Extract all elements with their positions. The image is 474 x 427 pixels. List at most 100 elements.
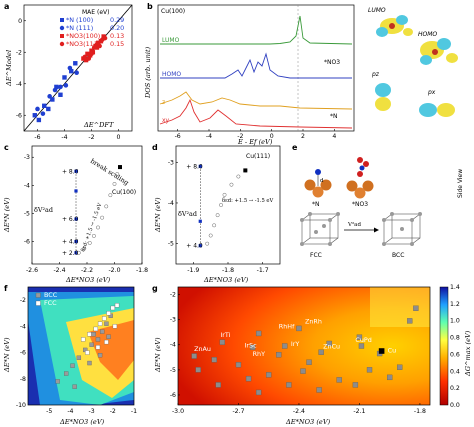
panel-a-xtick-label: -6 (34, 134, 40, 141)
panel-f-point (70, 363, 75, 368)
panel-f-point (104, 321, 109, 326)
panel-f-point (80, 337, 86, 342)
panel-f-point (112, 324, 118, 329)
panel-d-vertical-point (198, 164, 202, 168)
panel-b-xtick-label: -6 (175, 133, 181, 140)
panel-a-point (42, 103, 47, 108)
panel-a-ytick-label: -2 (16, 49, 22, 56)
panel-b-title: Cu(100) (161, 8, 185, 15)
panel-c-scaling-point (112, 181, 117, 186)
panel-c-scaling-point (104, 204, 109, 209)
panel-a-point (46, 106, 51, 112)
panel-a-diagonal (23, 4, 133, 132)
panel-f-point (93, 326, 98, 332)
panel-c-scaling-point (76, 250, 81, 255)
panel-a-point (36, 117, 42, 123)
panel-d-markers: + 8.0 + 4.0 (186, 163, 203, 249)
panel-g-point (296, 325, 302, 332)
panel-g-frame (177, 286, 431, 406)
homo-curve-label: HOMO (162, 71, 181, 78)
panel-d-surface-label: Cu(111) (246, 153, 270, 160)
panel-d-marker-label: + 4.0 (186, 243, 203, 250)
z-curve (159, 91, 353, 110)
panel-c-xtick-label: -2.6 (26, 267, 38, 274)
fcc-label: FCC (310, 252, 322, 259)
panel-c-markers: + 8.0 + 6.0 + 4.0 + 2.0 (62, 168, 79, 256)
panel-a-point (74, 70, 79, 76)
lumo-curve (160, 15, 353, 45)
panel-g-point (413, 305, 419, 311)
panel-g-ytick-label: -3 (170, 317, 176, 324)
bcc-lattice-image (382, 212, 422, 246)
panel-c-vertical-point (74, 239, 78, 244)
panel-f-ytick-label: -6 (20, 350, 26, 357)
panel-c-yticks: -6 -5 -4 -3 (24, 154, 34, 246)
panel-g-point (397, 364, 403, 370)
panel-g-cu-point (378, 348, 385, 354)
px-orbital-label: px (427, 89, 436, 96)
panel-g-xtick-label: -2.4 (293, 408, 305, 415)
panel-c-ytick-label: -4 (24, 182, 30, 189)
panel-c-xtick-label: -2.0 (108, 267, 120, 274)
panel-a-legend-marker (59, 41, 65, 47)
panel-a-point (40, 111, 46, 116)
panel-f-xtick-label: -3 (89, 408, 95, 415)
panel-a-xticks: -6 -4 -2 0 (34, 129, 121, 141)
panel-a-legend-label: *NO3(100) (66, 32, 100, 40)
panel-c-ytick-label: -3 (24, 154, 30, 161)
panel-f-xtick-label: -2 (110, 408, 116, 415)
panel-c-points (74, 165, 122, 255)
panel-a-legend-label: *N (100) (66, 16, 93, 24)
panel-a-ytick-label: -6 (16, 112, 22, 119)
panel-label-f: f (4, 284, 8, 293)
panel-d-xtick-label: -1.9 (187, 267, 199, 274)
colorbar-tick-label: 1.4 (450, 284, 460, 291)
panel-c-vertical-point (74, 189, 78, 193)
panel-g-xlabel: ΔE*NO3 (eV) (285, 418, 331, 426)
pz-orbital-label: pz (371, 71, 380, 78)
panel-g-xtick-label: -2.1 (353, 408, 365, 415)
panel-g-point (191, 353, 197, 359)
fcc-lattice-image (300, 212, 340, 246)
orbital-pictures: LUMO HOMO pz px (368, 7, 458, 117)
panel-a-legend-label: *NO3(111) (66, 40, 100, 48)
panel-d-xtick-label: -1.7 (257, 267, 269, 274)
homo-curve (160, 52, 352, 79)
panel-g-point (316, 387, 322, 393)
panel-g-point (326, 340, 332, 347)
panel-g-point (195, 367, 201, 373)
n-d-label: d (320, 178, 324, 184)
panel-a-point (69, 68, 74, 74)
panel-b-ylabel: DOS (arb. unit) (144, 46, 152, 99)
panel-g-alloy-label: IrSc (245, 341, 258, 349)
panel-f-point (114, 303, 120, 308)
panel-a-xtick-label: -4 (61, 134, 67, 141)
xy-curve (159, 98, 353, 129)
panel-g-alloy-label: ZnAu (194, 345, 211, 353)
n-adsorbate-image (304, 169, 332, 198)
px-orbital-image (419, 103, 455, 117)
panel-d-scaling-point (212, 223, 217, 228)
panel-g-point (366, 367, 373, 373)
panel-g-alloy-labels: IrTi RhHf ZnRh ZnAu IrSc IrY ZnCu CuPd RhY Cu (194, 317, 396, 358)
panel-c-marker-label: + 6.0 (62, 216, 79, 223)
panel-a-point (85, 51, 90, 57)
panel-a-ytick-label: -4 (16, 81, 22, 88)
panel-d-scaling-point (208, 233, 213, 238)
z-curve-label: z (162, 99, 165, 106)
panel-g-point (276, 352, 282, 358)
panel-a-frame (23, 4, 133, 132)
panel-b-xtick-label: 4 (332, 133, 336, 140)
panel-f-point (100, 329, 105, 334)
panel-f-frame (27, 286, 135, 406)
panel-f-ytick-label: -10 (16, 402, 26, 409)
homo-orbital-label: HOMO (418, 31, 437, 38)
panel-g-alloy-label: Cu (388, 346, 397, 354)
panel-d-scaling-point (229, 182, 234, 187)
panel-label-a: a (4, 2, 9, 11)
colorbar-tick-label: 1.0 (450, 318, 460, 325)
colorbar-tick-label: 1.2 (450, 301, 460, 308)
panel-b-xtick-label: 2 (301, 133, 305, 140)
panel-a-legend: *N (100) 0.29 *N (111) 0.20 *NO3(100) 0.13 *NO… (59, 16, 124, 48)
